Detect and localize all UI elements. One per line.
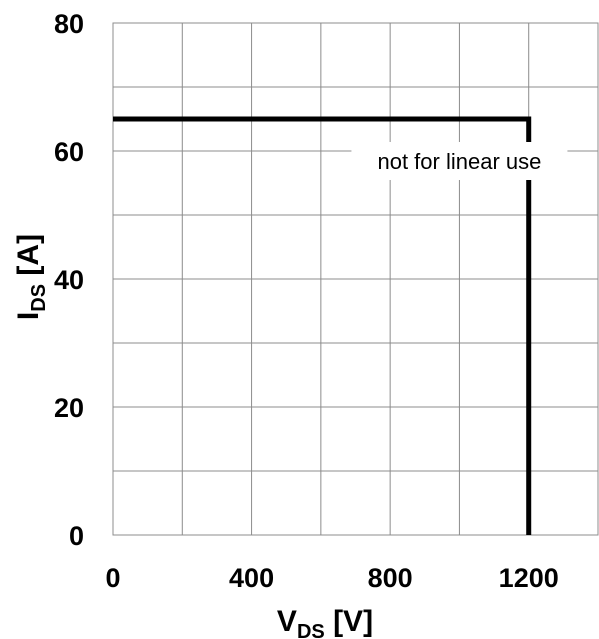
grid bbox=[112, 22, 599, 536]
y-tick-label: 0 bbox=[69, 521, 84, 551]
plot-frame bbox=[112, 22, 599, 536]
x-tick-label: 0 bbox=[105, 563, 120, 593]
y-tick-label: 60 bbox=[54, 137, 84, 167]
x-axis-label: VDS [V] bbox=[277, 605, 373, 639]
series bbox=[113, 116, 532, 535]
x-tick-label: 400 bbox=[229, 563, 274, 593]
annotations: not for linear use bbox=[351, 142, 568, 180]
tick-labels: 0 400 800 1200 0 20 40 60 80 bbox=[54, 9, 559, 593]
y-tick-label: 40 bbox=[54, 265, 84, 295]
series-line bbox=[113, 116, 532, 535]
y-tick-label: 80 bbox=[54, 9, 84, 39]
y-axis-label: IDS [A] bbox=[12, 234, 50, 320]
x-tick-label: 800 bbox=[368, 563, 413, 593]
annotation-text: not for linear use bbox=[377, 149, 541, 174]
x-tick-label: 1200 bbox=[499, 563, 559, 593]
y-tick-label: 20 bbox=[54, 393, 84, 423]
annotation-background bbox=[351, 142, 568, 180]
